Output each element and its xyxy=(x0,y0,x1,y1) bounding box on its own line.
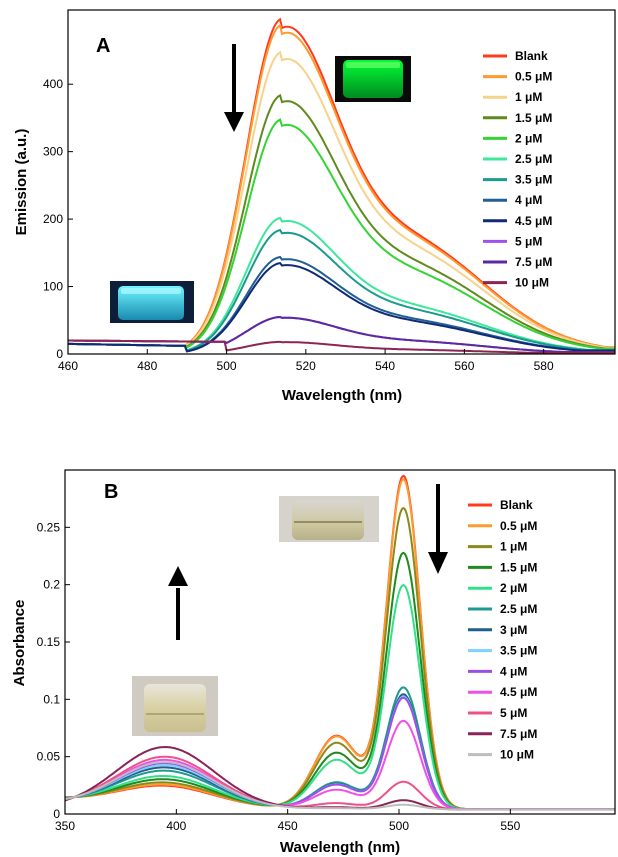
panel-b-xlabel: Wavelength (nm) xyxy=(280,839,400,856)
green-vial-image xyxy=(335,56,411,102)
cyan-vial-image xyxy=(110,281,194,323)
legend-entry: 3.5 μM xyxy=(515,173,552,187)
panel-a-xlabel: Wavelength (nm) xyxy=(282,387,402,404)
x-tick-label: 500 xyxy=(389,819,409,833)
x-tick-label: 580 xyxy=(534,359,554,373)
legend-entry: 2 μM xyxy=(515,131,542,145)
legend-entry: 2.5 μM xyxy=(515,152,552,166)
panel-b-ticks: 350 400 450 500 550 0 0.05 0.1 0.15 0.2 0.25 xyxy=(37,520,521,833)
panel-b-curves xyxy=(65,474,615,811)
panel-a-label: A xyxy=(96,35,110,57)
panel-a-ylabel: Emission (a.u.) xyxy=(13,129,30,236)
y-tick-label: 100 xyxy=(43,280,63,294)
legend-entry: 1 μM xyxy=(515,90,542,104)
x-tick-label: 500 xyxy=(217,359,237,373)
x-tick-label: 540 xyxy=(375,359,395,373)
panel-a-curves xyxy=(68,17,615,354)
legend-entry: 4 μM xyxy=(500,664,527,678)
panel-b-legend: Blank 0.5 μM 1 μM 1.5 μM 2 μM 2.5 μM 3 μM 3.5 μ… xyxy=(468,498,537,762)
legend-entry: 5 μM xyxy=(515,234,542,248)
panel-b: 350 400 450 500 550 0 0.05 0.1 0.15 0.2 0.25 B Wav… xyxy=(11,469,616,856)
yellow-vial-image xyxy=(132,676,218,736)
legend-entry: 7.5 μM xyxy=(500,727,537,741)
y-tick-label: 0.1 xyxy=(43,692,60,706)
arrow-down-icon xyxy=(428,484,448,574)
arrow-up-icon xyxy=(168,566,188,640)
x-tick-label: 450 xyxy=(278,819,298,833)
y-tick-label: 0 xyxy=(56,347,63,361)
legend-entry: 4.5 μM xyxy=(515,214,552,228)
y-tick-label: 0.05 xyxy=(37,750,61,764)
legend-entry: 1.5 μM xyxy=(515,111,552,125)
panel-b-ylabel: Absorbance xyxy=(11,600,28,687)
x-tick-label: 350 xyxy=(55,819,75,833)
legend-entry: 5 μM xyxy=(500,706,527,720)
legend-entry: Blank xyxy=(500,498,533,512)
legend-entry: 0.5 μM xyxy=(500,519,537,533)
legend-entry: 0.5 μM xyxy=(515,70,552,84)
legend-entry: 2 μM xyxy=(500,581,527,595)
pale-vial-image xyxy=(279,496,379,542)
series-line xyxy=(68,261,615,353)
legend-entry: 1 μM xyxy=(500,540,527,554)
series-line xyxy=(65,761,615,811)
legend-entry: 7.5 μM xyxy=(515,255,552,269)
y-tick-label: 400 xyxy=(43,77,63,91)
x-tick-label: 520 xyxy=(296,359,316,373)
x-tick-label: 460 xyxy=(58,359,78,373)
arrow-down-icon xyxy=(224,44,244,132)
panel-b-label: B xyxy=(104,481,118,503)
panel-a-ticks: 460 480 500 520 540 560 580 0 100 200 300 400 xyxy=(43,77,554,373)
y-tick-label: 300 xyxy=(43,145,63,159)
legend-entry: Blank xyxy=(515,49,548,63)
legend-entry: 10 μM xyxy=(515,276,549,290)
series-line xyxy=(68,339,615,354)
y-tick-label: 0.15 xyxy=(37,635,61,649)
x-tick-label: 550 xyxy=(500,819,520,833)
legend-entry: 3.5 μM xyxy=(500,644,537,658)
y-tick-label: 0.25 xyxy=(37,520,61,534)
x-tick-label: 480 xyxy=(137,359,157,373)
y-tick-label: 0 xyxy=(53,807,60,821)
legend-entry: 4 μM xyxy=(515,193,542,207)
legend-entry: 2.5 μM xyxy=(500,602,537,616)
panel-a: 460 480 500 520 540 560 580 0 100 200 300 400 A Wav… xyxy=(13,9,616,404)
legend-entry: 1.5 μM xyxy=(500,560,537,574)
panel-a-axes-frame xyxy=(67,9,616,355)
x-tick-label: 400 xyxy=(166,819,186,833)
x-tick-label: 560 xyxy=(454,359,474,373)
y-tick-label: 200 xyxy=(43,212,63,226)
legend-entry: 4.5 μM xyxy=(500,685,537,699)
legend-entry: 3 μM xyxy=(500,623,527,637)
panel-a-legend: Blank 0.5 μM 1 μM 1.5 μM 2 μM 2.5 μM 3.5 μM 4 μ… xyxy=(483,49,552,290)
y-tick-label: 0.2 xyxy=(43,578,60,592)
legend-entry: 10 μM xyxy=(500,748,534,762)
